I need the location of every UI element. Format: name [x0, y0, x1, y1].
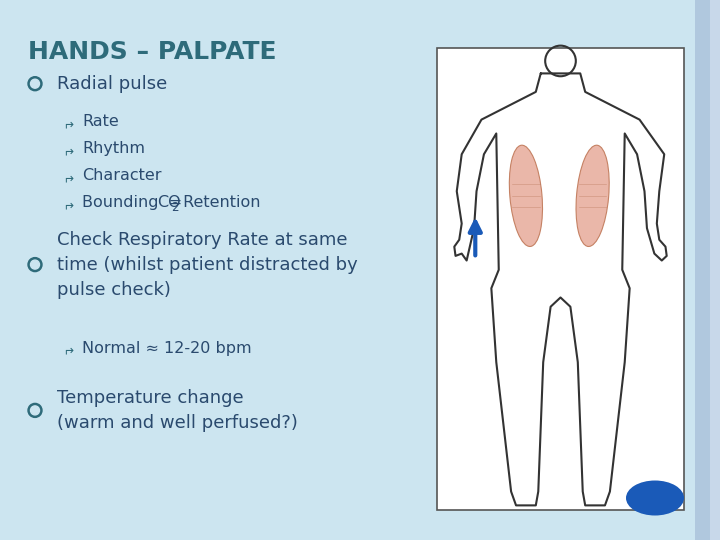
Circle shape: [28, 77, 42, 91]
Text: Retention: Retention: [178, 195, 260, 210]
Text: ↵: ↵: [63, 342, 73, 355]
Text: ↵: ↵: [63, 142, 73, 155]
Text: Check Respiratory Rate at same
time (whilst patient distracted by
pulse check): Check Respiratory Rate at same time (whi…: [57, 231, 358, 299]
Circle shape: [28, 258, 42, 272]
Bar: [437, 48, 684, 510]
Text: Rate: Rate: [82, 114, 119, 129]
Text: Temperature change
(warm and well perfused?): Temperature change (warm and well perfus…: [57, 389, 298, 432]
Text: ↵: ↵: [63, 115, 73, 128]
Ellipse shape: [576, 145, 609, 246]
Circle shape: [30, 79, 40, 88]
Text: 2: 2: [171, 201, 179, 214]
Text: CO: CO: [158, 195, 181, 210]
Bar: [695, 0, 720, 540]
Circle shape: [30, 406, 40, 415]
Circle shape: [28, 403, 42, 417]
Text: ↵: ↵: [63, 169, 73, 182]
Circle shape: [30, 260, 40, 269]
Text: Bounding  =: Bounding =: [82, 195, 187, 210]
Ellipse shape: [626, 481, 684, 516]
Text: Radial pulse: Radial pulse: [57, 75, 167, 93]
Text: Normal ≈ 12-20 bpm: Normal ≈ 12-20 bpm: [82, 341, 251, 356]
Text: Character: Character: [82, 168, 161, 183]
Bar: [710, 0, 720, 540]
Text: Rhythm: Rhythm: [82, 141, 145, 156]
Ellipse shape: [509, 145, 542, 246]
Text: ↵: ↵: [63, 196, 73, 209]
Text: HANDS – PALPATE: HANDS – PALPATE: [28, 40, 276, 64]
